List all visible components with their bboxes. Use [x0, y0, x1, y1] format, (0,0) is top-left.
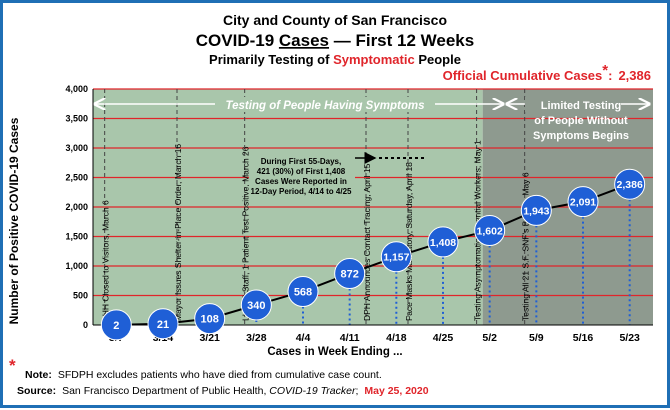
y-tick-label: 0 — [83, 320, 88, 330]
plot-area — [92, 88, 653, 326]
y-tick-label: 3,000 — [65, 143, 88, 153]
x-axis-title: Cases in Week Ending ... — [267, 346, 402, 358]
limited-band-line3: Symptoms Begins — [533, 130, 629, 142]
official-star: * — [602, 62, 608, 79]
title-part-1: COVID-19 — [196, 31, 279, 50]
chart-title: COVID-19 Cases — First 12 Weeks — [196, 31, 474, 50]
data-label: 2,386 — [617, 179, 643, 191]
data-label: 108 — [200, 314, 218, 326]
title-part-3: — First 12 Weeks — [329, 31, 474, 50]
data-point — [287, 275, 319, 307]
symptom-band-label-bg — [215, 97, 435, 112]
data-label: 21 — [157, 319, 169, 331]
subtitle-part-1: Primarily Testing of — [209, 52, 333, 67]
data-points: 2 21 108 340 568 872 1,157 1,408 1,602 1,943 2,091… — [100, 168, 646, 341]
data-point — [194, 303, 226, 335]
footer-note: Note: SFDPH excludes patients who have di… — [25, 369, 382, 381]
data-label: 568 — [294, 286, 312, 298]
data-point — [100, 309, 132, 341]
official-cumulative: Official Cumulative Cases*: 2,386 — [443, 62, 651, 83]
data-label: 2,091 — [570, 197, 596, 209]
x-tick-label: 5/16 — [573, 332, 594, 344]
limited-band-line2: of People Without — [534, 115, 628, 127]
source-bold: Source: — [17, 385, 56, 397]
x-tick-label: 5/23 — [619, 332, 640, 344]
note-bold: Note: — [25, 369, 52, 381]
header-line1: City and County of San Francisco — [223, 12, 447, 28]
limited-band-line1: Limited Testing — [541, 100, 621, 112]
x-tick-label: 4/11 — [340, 332, 360, 344]
data-point — [380, 241, 412, 273]
official-sep: : — [608, 68, 612, 83]
data-point — [567, 186, 599, 218]
x-tick-label: 5/2 — [482, 332, 497, 344]
official-value: 2,386 — [618, 68, 651, 83]
source-comma: ; — [355, 385, 358, 397]
annotation-line1: During First 55-Days, — [261, 157, 341, 166]
event-label: Testing All 21 S.F. SNF's Begins, May 6 — [521, 172, 531, 321]
data-label: 1,943 — [523, 205, 549, 217]
chart-subtitle: Primarily Testing of Symptomatic People — [209, 52, 461, 67]
y-tick-label: 1,500 — [65, 232, 88, 242]
x-tick-label: 5/9 — [529, 332, 544, 344]
event-label: DPH Announces Contact Tracing, April 15 — [362, 163, 372, 321]
x-tick-label: 4/25 — [433, 332, 454, 344]
y-tick-label: 2,000 — [65, 202, 88, 212]
x-tick-label: 4/4 — [296, 332, 311, 344]
data-label: 1,408 — [430, 237, 456, 249]
y-tick-labels: 0 500 1,000 1,500 2,000 2,500 3,000 3,500 4,000 — [65, 84, 88, 330]
x-tick-label: 3/21 — [199, 332, 220, 344]
y-tick-label: 1,000 — [65, 261, 88, 271]
annotation-bg — [249, 153, 355, 199]
event-label: LHH: 6 Staff, 1 Patient Test Positive, M… — [241, 146, 251, 321]
data-label: 1,602 — [477, 225, 503, 237]
y-tick-label: 3,500 — [65, 114, 88, 124]
data-point — [147, 308, 179, 340]
official-label: Official Cumulative Cases — [443, 68, 603, 83]
source-date: May 25, 2020 — [364, 385, 428, 397]
data-label: 1,157 — [383, 252, 409, 264]
footer-source: Source: San Francisco Department of Publi… — [17, 385, 429, 397]
note-text: SFDPH excludes patients who have died fr… — [58, 369, 382, 381]
event-lines — [104, 89, 526, 325]
y-axis-title: Number of Positive COVID-19 Cases — [7, 117, 21, 324]
y-tick-label: 4,000 — [65, 84, 88, 94]
covid-cases-chart: City and County of San Francisco COVID-1… — [7, 12, 653, 397]
subtitle-part-2: Symptomatic — [333, 52, 415, 67]
data-label: 340 — [247, 300, 265, 312]
data-point — [427, 226, 459, 258]
annotation-line2: 421 (30%) of First 1,408 — [257, 167, 346, 176]
data-point — [240, 289, 272, 321]
event-label: Face Masks Mandatory, Saturday, April 18 — [404, 162, 414, 321]
data-point — [614, 168, 646, 200]
subtitle-part-3: People — [415, 52, 461, 67]
title-part-2: Cases — [279, 31, 329, 50]
data-label: 872 — [340, 269, 358, 281]
annotation-line4: 12-Day Period, 4/14 to 4/25 — [251, 187, 352, 196]
symptom-band-label: Testing of People Having Symptoms — [226, 100, 425, 112]
data-point — [520, 194, 552, 226]
x-tick-labels: 3/73/143/213/284/44/114/184/255/25/95/16… — [109, 332, 640, 344]
x-tick-label: 3/28 — [246, 332, 267, 344]
source-text: San Francisco Department of Public Healt… — [62, 385, 269, 397]
data-point — [474, 214, 506, 246]
event-label: LHH Closed to Visitors, March 6 — [101, 200, 111, 321]
data-point — [334, 258, 366, 290]
event-label: Mayor Issues Shelter-in-Place Order, Mar… — [173, 144, 183, 321]
data-label: 2 — [113, 320, 119, 332]
limited-band-label-bg — [525, 97, 621, 112]
annotation-line3: Cases Were Reported in — [255, 177, 347, 186]
x-tick-label: 4/18 — [386, 332, 407, 344]
y-tick-label: 2,500 — [65, 173, 88, 183]
source-italic: COVID-19 Tracker — [269, 385, 356, 397]
y-tick-label: 500 — [73, 291, 88, 301]
note-star: * — [9, 356, 16, 375]
